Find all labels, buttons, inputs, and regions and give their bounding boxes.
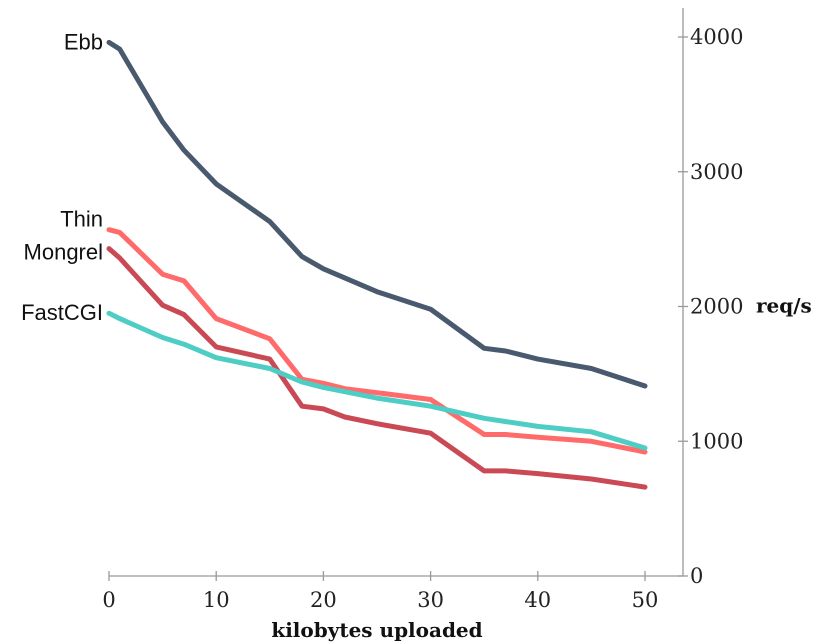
series-label-fastcgi: FastCGI [21,300,103,325]
series-line-thin [106,227,648,455]
y-tick-label: 2000 [690,295,743,319]
y-tick-label: 1000 [690,429,743,453]
x-tick-label: 40 [524,588,551,612]
series-line-fastcgi [106,310,648,451]
series-lines [106,39,648,490]
x-tick-label: 20 [310,588,337,612]
y-tick-label: 0 [690,564,703,588]
x-tick-label: 0 [102,588,115,612]
y-tick-label: 3000 [690,160,743,184]
y-tick-label: 4000 [690,25,743,49]
x-axis-title: kilobytes uploaded [271,618,482,642]
series-line-mongrel [106,246,648,490]
x-tick-label: 50 [632,588,659,612]
x-tick-label: 30 [417,588,444,612]
axes: 0 10 20 30 40 50 0 1000 2000 3000 4000 [102,8,743,612]
series-line-ebb [106,39,648,389]
y-axis-title: req/s [756,294,812,318]
series-label-mongrel: Mongrel [24,240,103,265]
series-label-ebb: Ebb [64,29,103,54]
series-labels: Ebb Thin Mongrel FastCGI [21,29,103,325]
series-label-thin: Thin [60,207,103,232]
x-tick-label: 10 [203,588,230,612]
